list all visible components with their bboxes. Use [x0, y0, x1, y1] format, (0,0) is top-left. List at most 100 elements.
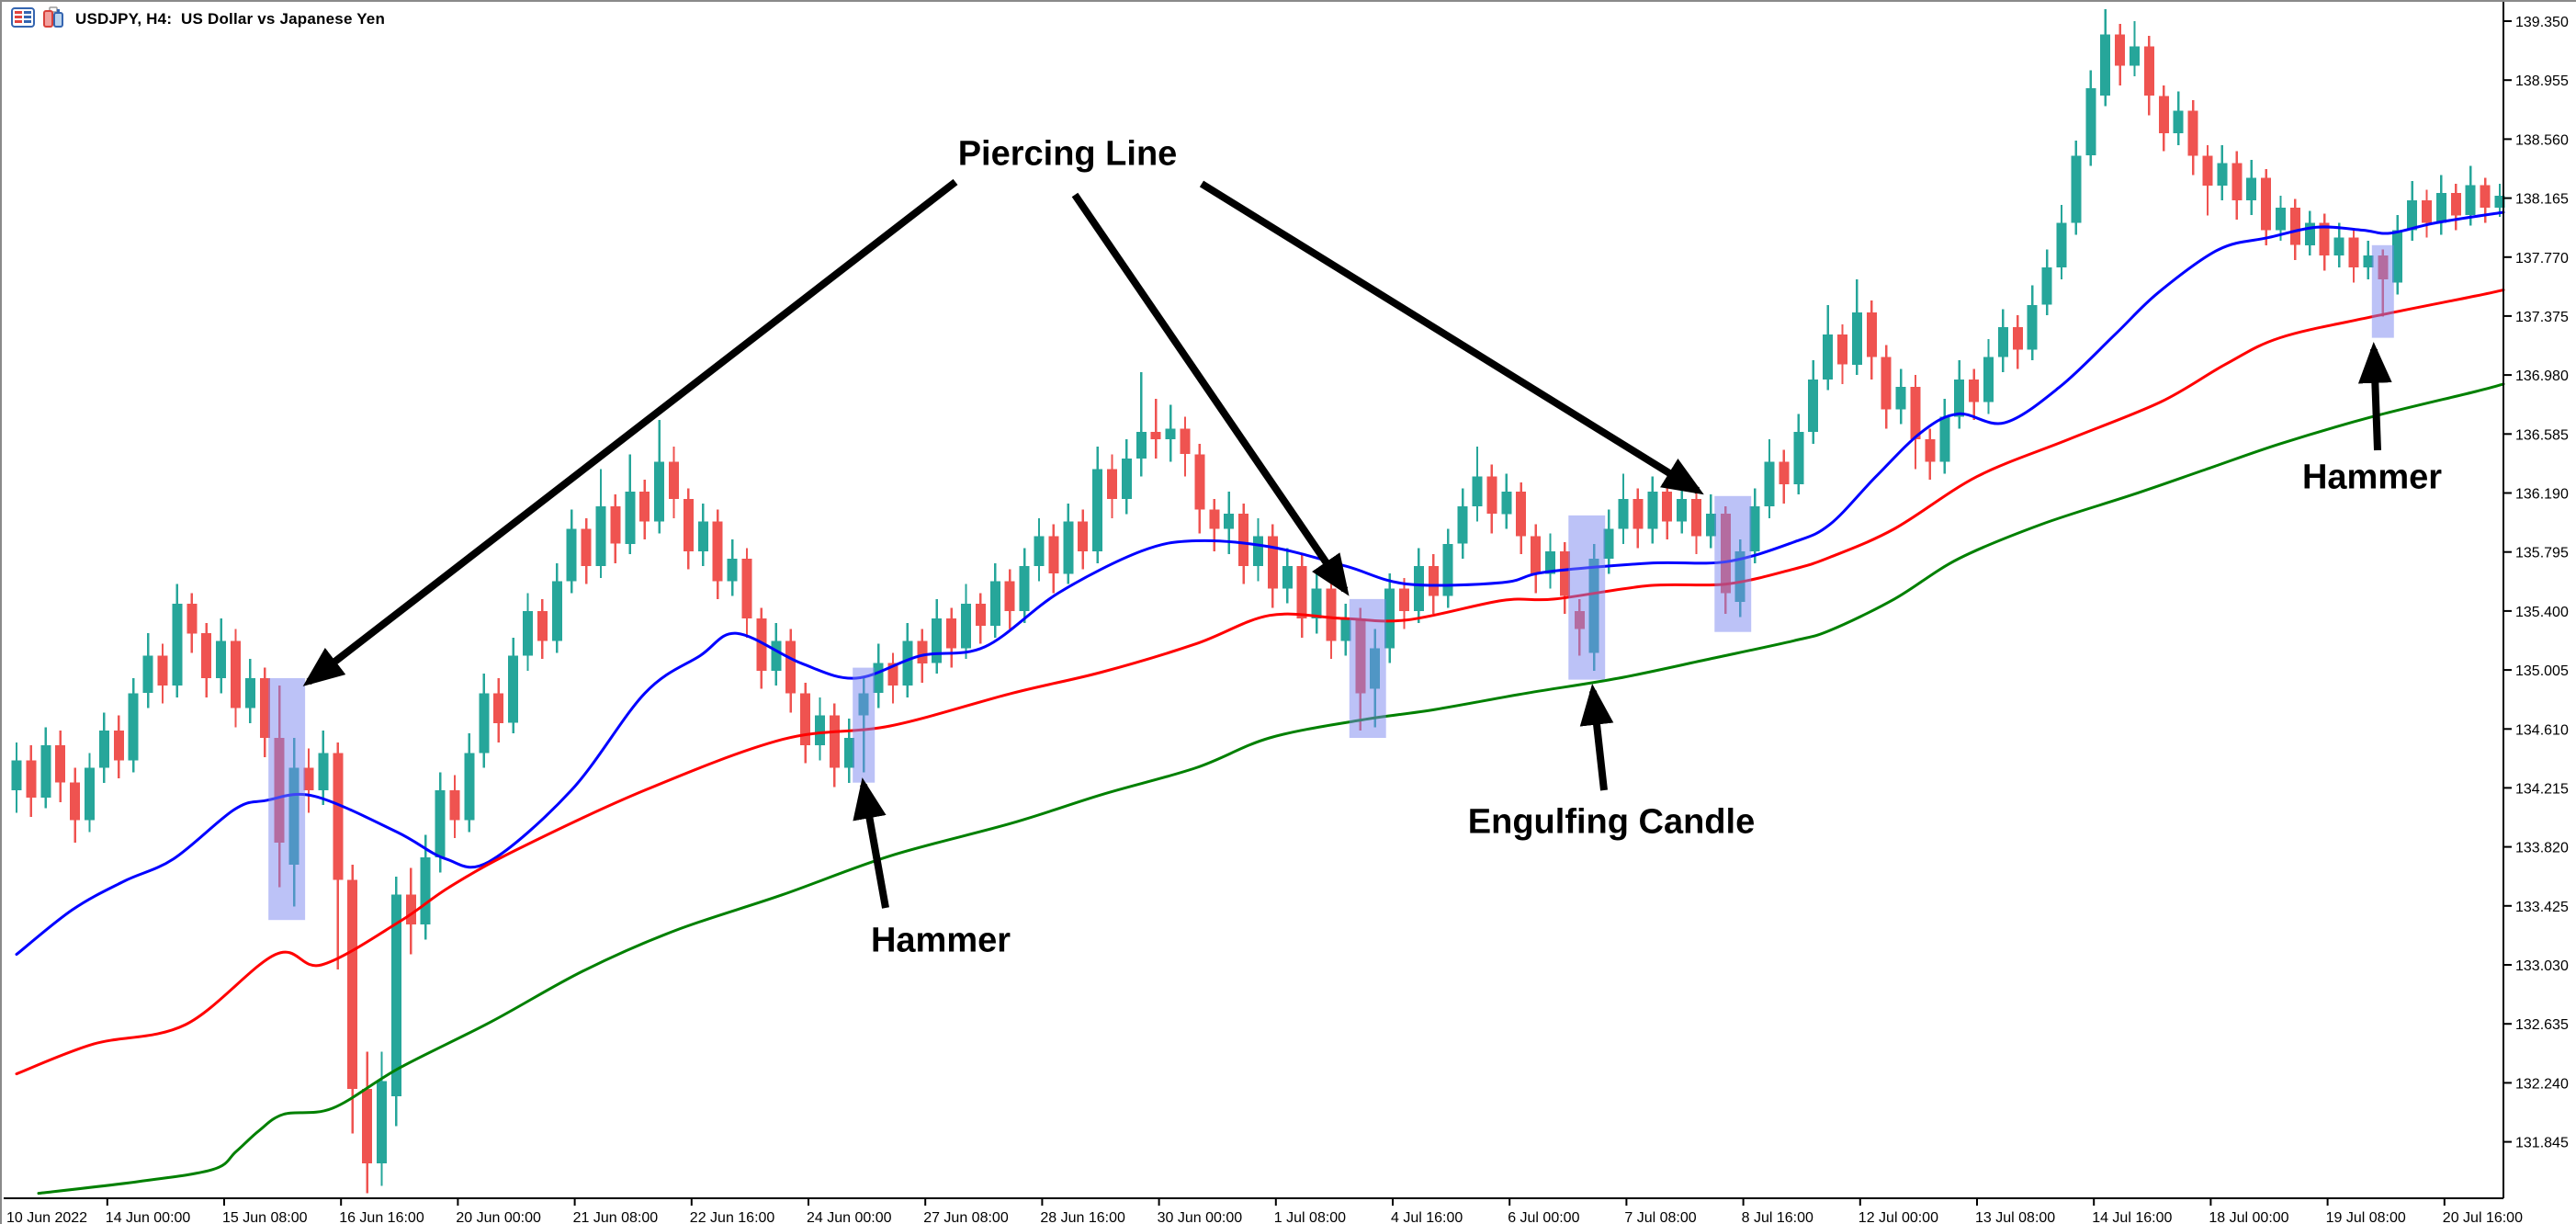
bear-candle [2202, 144, 2213, 216]
candlestick-icon [42, 6, 68, 33]
bull-candle [2173, 91, 2184, 145]
bear-candle [405, 867, 416, 955]
time-axis-label: 20 Jul 16:00 [2443, 1210, 2523, 1224]
price-axis-label: 136.585 [2515, 427, 2569, 443]
price-axis-label: 135.795 [2515, 546, 2569, 561]
bull-candle [420, 834, 431, 940]
bear-candle [1881, 345, 1892, 429]
bear-candle [683, 488, 694, 570]
time-axis-label: 13 Jul 08:00 [1975, 1210, 2055, 1224]
bull-candle [1677, 479, 1688, 534]
bull-candle [843, 718, 854, 783]
bull-candle [727, 538, 738, 596]
bear-candle [70, 767, 81, 843]
bull-candle [2041, 249, 2052, 316]
price-axis-label: 136.980 [2515, 368, 2569, 384]
pattern-highlight-box [1568, 515, 1606, 680]
bear-candle [2158, 85, 2169, 152]
price-axis-label: 133.820 [2515, 841, 2569, 856]
bear-candle [1559, 542, 1570, 615]
bear-candle [1486, 464, 1497, 534]
annotation-arrow [1199, 180, 1704, 495]
pattern-highlight-box [268, 678, 306, 921]
pattern-highlights-layer [268, 244, 2394, 921]
candles-layer [11, 9, 2505, 1194]
bear-candle [186, 593, 198, 653]
annotation-piercing-line: Piercing Line [957, 134, 1178, 174]
bull-candle [551, 562, 562, 653]
bear-candle [1516, 482, 1527, 555]
bear-candle [1296, 554, 1307, 639]
bull-candle [40, 727, 51, 809]
bear-candle [2231, 151, 2243, 221]
bear-candle [2422, 189, 2432, 238]
price-axis-label: 137.375 [2515, 310, 2569, 325]
bear-candle [1866, 300, 1877, 380]
price-axis-label: 133.030 [2515, 958, 2569, 974]
bull-candle [1618, 473, 1629, 544]
bull-candle [142, 633, 153, 708]
time-axis-label: 10 Jun 2022 [6, 1210, 87, 1224]
bull-candle [625, 454, 636, 555]
bull-candle [172, 584, 183, 698]
bull-candle [1282, 548, 1293, 604]
bear-candle [741, 548, 752, 639]
bull-candle [1135, 371, 1147, 477]
time-axis-label: 4 Jul 16:00 [1391, 1210, 1463, 1224]
bull-candle [2304, 210, 2315, 256]
pattern-highlight-box [1349, 598, 1386, 738]
bull-candle [1253, 518, 1263, 582]
chart-title: USDJPY, H4: US Dollar vs Japanese Yen [75, 10, 386, 28]
time-axis-label: 22 Jun 16:00 [690, 1210, 775, 1224]
bear-candle [946, 607, 957, 668]
bear-candle [1910, 375, 1921, 470]
bull-candle [2085, 70, 2096, 166]
price-axis-label: 139.350 [2515, 15, 2569, 30]
bull-candle [2071, 141, 2082, 235]
bear-candle [347, 865, 358, 1134]
bull-candle [1340, 603, 1351, 656]
bear-candle [2348, 228, 2359, 283]
bull-candle [1997, 309, 2008, 372]
bull-candle [1851, 279, 1862, 376]
bear-candle [2261, 168, 2272, 245]
bull-candle [771, 622, 782, 686]
bear-candle [2480, 177, 2491, 223]
time-axis-label: 8 Jul 16:00 [1742, 1210, 1813, 1224]
bear-candle [55, 730, 66, 802]
bull-candle [2494, 184, 2505, 217]
bull-candle [2407, 180, 2418, 241]
bull-candle [2056, 204, 2067, 280]
medium-ma-line [15, 289, 2505, 1076]
bull-candle [1224, 491, 1235, 555]
bear-candle [26, 745, 37, 818]
price-axis-label: 136.190 [2515, 487, 2569, 503]
bull-candle [1311, 569, 1322, 634]
bull-candle [1472, 447, 1483, 522]
time-axis-label: 7 Jul 08:00 [1624, 1210, 1696, 1224]
price-axis-label: 138.560 [2515, 132, 2569, 148]
bear-candle [1078, 509, 1089, 570]
bull-candle [2333, 222, 2344, 268]
bull-candle [2363, 240, 2374, 280]
time-axis-label: 30 Jun 00:00 [1158, 1210, 1243, 1224]
bull-candle [216, 618, 227, 694]
bear-candle [2012, 315, 2023, 369]
bull-candle [390, 877, 401, 1127]
bull-candle [1764, 439, 1775, 519]
bear-candle [259, 667, 270, 758]
price-axis-label: 138.165 [2515, 192, 2569, 208]
bull-candle [654, 419, 665, 534]
bear-candle [2115, 24, 2126, 85]
bear-candle [231, 629, 241, 728]
bull-candle [1705, 494, 1716, 549]
bear-candle [829, 703, 840, 788]
bull-candle [961, 584, 971, 659]
annotation-hammer-right: Hammer [2301, 458, 2443, 497]
bear-candle [1209, 499, 1220, 551]
bear-candle [2319, 213, 2330, 271]
bear-candle [1048, 524, 1059, 594]
bear-candle [157, 643, 168, 704]
time-axis-label: 14 Jul 16:00 [2092, 1210, 2172, 1224]
